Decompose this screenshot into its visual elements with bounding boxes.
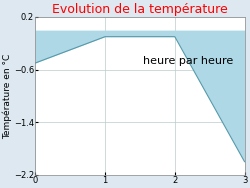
Title: Evolution de la température: Evolution de la température — [52, 3, 228, 16]
Text: heure par heure: heure par heure — [143, 56, 233, 66]
Y-axis label: Température en °C: Température en °C — [3, 53, 12, 139]
